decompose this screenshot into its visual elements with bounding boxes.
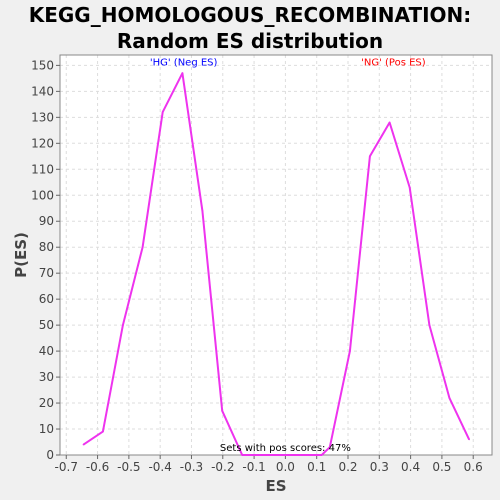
data-point bbox=[221, 410, 223, 412]
x-axis-label: ES bbox=[265, 477, 286, 495]
data-point bbox=[300, 454, 303, 456]
data-point bbox=[141, 246, 144, 249]
y-tick-label: 10 bbox=[39, 422, 54, 436]
x-tick-label: -0.3 bbox=[180, 460, 203, 474]
y-tick-label: 100 bbox=[31, 188, 54, 202]
x-tick-label: -0.6 bbox=[86, 460, 109, 474]
y-tick-label: 80 bbox=[39, 240, 54, 254]
chart-annotation: 'HG' (Neg ES) bbox=[150, 57, 218, 68]
chart-title-line-2: Random ES distribution bbox=[116, 29, 384, 53]
data-point bbox=[181, 72, 184, 74]
x-tick-label: -0.5 bbox=[117, 460, 140, 474]
data-point bbox=[388, 121, 391, 124]
y-tick-label: 120 bbox=[31, 136, 54, 150]
y-tick-label: 140 bbox=[31, 84, 54, 98]
x-tick-label: 0.2 bbox=[338, 460, 357, 474]
data-point bbox=[349, 350, 351, 352]
y-tick-label: 60 bbox=[39, 292, 54, 306]
x-tick-label: 0.4 bbox=[401, 460, 420, 474]
x-tick-label: -0.7 bbox=[55, 460, 78, 474]
y-axis-label: P(ES) bbox=[12, 232, 30, 278]
data-point bbox=[102, 430, 104, 433]
data-point bbox=[369, 155, 371, 158]
data-point bbox=[122, 324, 124, 326]
data-point bbox=[320, 454, 323, 456]
data-point bbox=[261, 454, 263, 456]
data-point bbox=[408, 186, 411, 189]
x-tick-label: 0.3 bbox=[370, 460, 389, 474]
y-tick-label: 70 bbox=[39, 266, 54, 280]
data-point bbox=[448, 397, 451, 399]
data-point bbox=[201, 210, 204, 212]
x-tick-label: -0.2 bbox=[211, 460, 234, 474]
y-tick-label: 20 bbox=[39, 396, 54, 410]
data-point bbox=[281, 454, 283, 456]
x-tick-label: 0.6 bbox=[464, 460, 483, 474]
plot-area bbox=[60, 55, 492, 455]
x-tick-label: -0.1 bbox=[242, 460, 265, 474]
y-tick-label: 90 bbox=[39, 214, 54, 228]
x-tick-label: 0.0 bbox=[276, 460, 295, 474]
chart-annotation: 'NG' (Pos ES) bbox=[361, 57, 426, 68]
y-tick-label: 0 bbox=[46, 448, 54, 462]
y-tick-label: 40 bbox=[39, 344, 54, 358]
data-point bbox=[468, 438, 470, 441]
x-tick-label: 0.1 bbox=[307, 460, 326, 474]
y-tick-label: 150 bbox=[31, 58, 54, 72]
y-tick-label: 130 bbox=[31, 110, 54, 124]
x-tick-label: 0.5 bbox=[432, 460, 451, 474]
data-point bbox=[241, 454, 243, 456]
data-point bbox=[428, 324, 431, 326]
data-point bbox=[329, 446, 331, 449]
chart-title: KEGG_HOMOLOGOUS_RECOMBINATION: Random ES… bbox=[0, 2, 500, 54]
chart-title-line-1: KEGG_HOMOLOGOUS_RECOMBINATION: bbox=[28, 3, 472, 27]
y-tick-label: 30 bbox=[39, 370, 54, 384]
chart-annotation: Sets with pos scores: 47% bbox=[220, 443, 351, 454]
y-tick-label: 110 bbox=[31, 162, 54, 176]
data-point bbox=[161, 111, 164, 113]
data-point bbox=[82, 443, 85, 446]
x-tick-label: -0.4 bbox=[148, 460, 171, 474]
y-tick-label: 50 bbox=[39, 318, 54, 332]
